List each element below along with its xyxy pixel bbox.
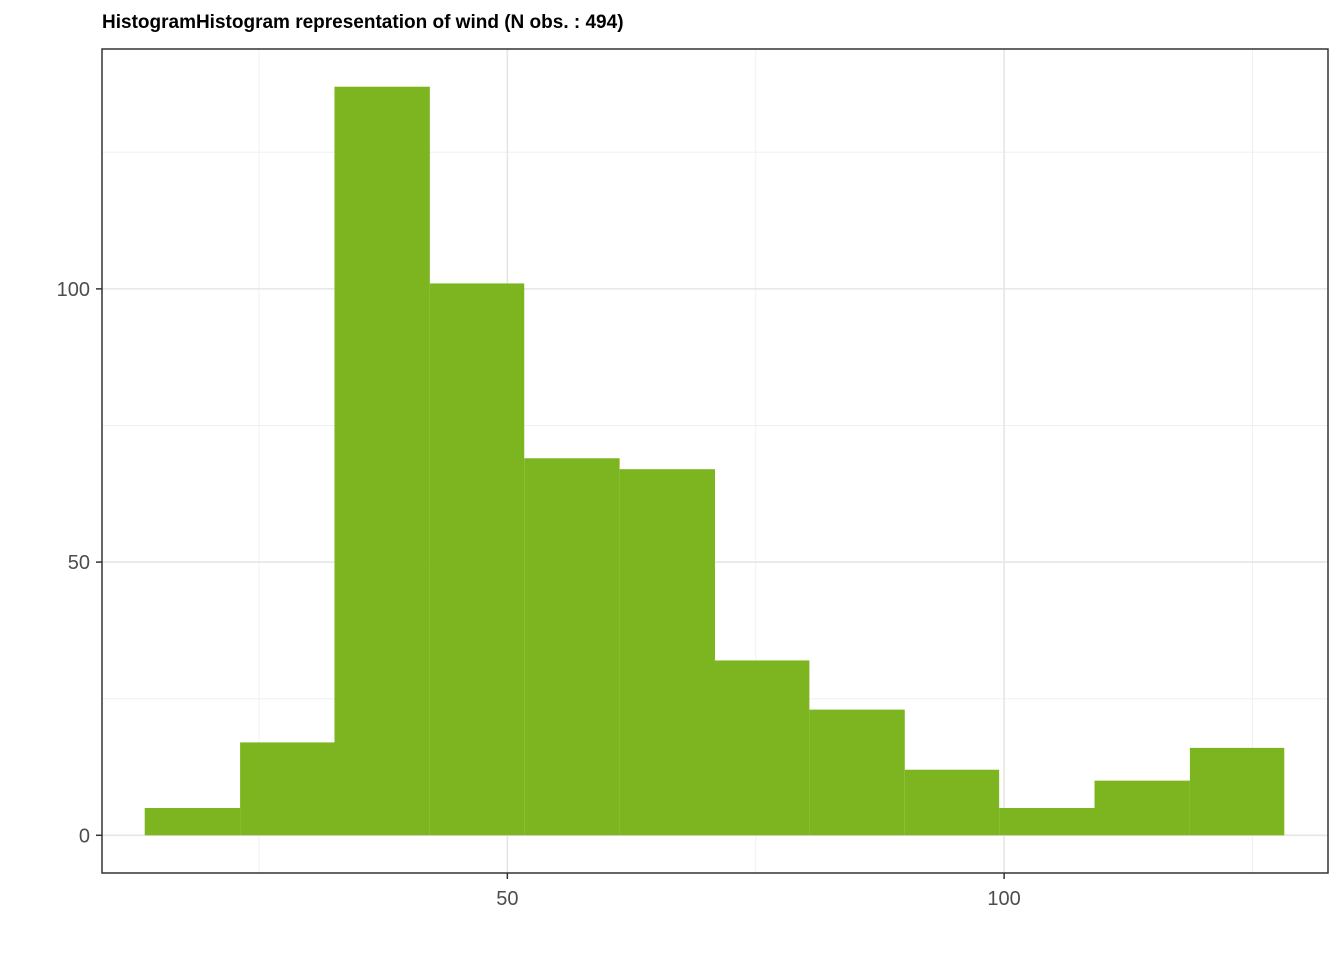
y-tick-label: 50 [68,552,90,574]
histogram-bar [904,769,1000,836]
histogram-bar [144,807,241,836]
axes: 50 100 0 50 100 [57,279,1021,910]
histogram-bar [524,458,620,836]
histogram-bar [334,86,430,836]
histogram-bar [1094,780,1190,836]
y-tick-label: 0 [79,825,90,847]
chart-title: HistogramHistogram representation of win… [102,12,624,33]
histogram-bar [1189,747,1285,836]
histogram-bar [715,660,810,836]
histogram-bar [809,709,905,836]
y-tick-label: 100 [57,279,90,301]
histogram-bars [144,86,1285,836]
x-tick-label: 100 [987,888,1020,910]
plot-border [101,48,1329,874]
histogram-bar [619,469,715,836]
histogram-bar [999,807,1095,836]
histogram-bar [240,742,335,836]
x-tick-label: 50 [496,888,518,910]
histogram-bar [429,283,525,836]
